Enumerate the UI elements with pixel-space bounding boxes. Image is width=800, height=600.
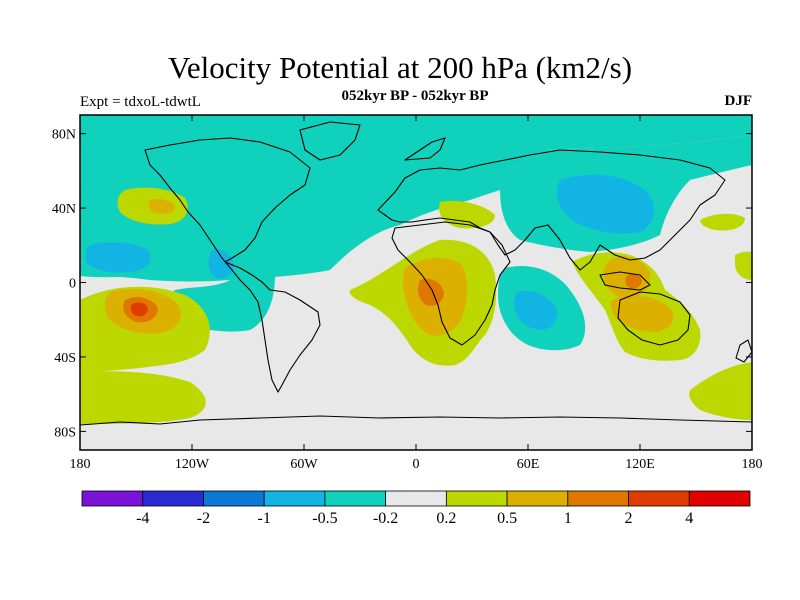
colorbar-level-label: 2 (625, 510, 633, 527)
lon-tick-label: 60E (517, 457, 540, 472)
colorbar-box (81, 490, 144, 507)
colorbar-box (324, 490, 387, 507)
lon-tick-label: 120E (625, 457, 655, 472)
experiment-label: Expt = tdxoL-tdwtL (80, 94, 201, 110)
contour-positive-moderate (104, 199, 674, 336)
lon-tick-label: 180 (70, 457, 91, 472)
chart-subtitle: 052kyr BP - 052kyr BP (341, 88, 489, 104)
colorbar-level-label: 0.2 (436, 510, 456, 527)
colorbar-level-label: 4 (685, 510, 693, 527)
colorbar-box (567, 490, 629, 507)
lat-tick-label: 40N (52, 202, 76, 217)
colorbar-box (628, 490, 690, 507)
contour-negative-moderate (85, 174, 655, 330)
colorbar-box (385, 490, 447, 507)
lat-tick-label: 0 (69, 277, 76, 292)
colorbar-level-label: -0.5 (312, 510, 337, 527)
axis-ticks: 80N 40N 0 40S 80S 180 120W 60W 0 60E 120E 180 (52, 115, 763, 472)
colorbar-box (506, 490, 569, 507)
colorbar: -4 -2 -1 -0.5 -0.2 0.2 0.5 1 2 4 (81, 490, 751, 527)
colorbar-level-label: 0.5 (497, 510, 517, 527)
colorbar-box (263, 490, 326, 507)
contour-positive-peak (130, 302, 148, 317)
colorbar-box (445, 490, 508, 507)
lon-tick-label: 120W (175, 457, 210, 472)
colorbar-box (142, 490, 204, 507)
coastlines (80, 121, 752, 426)
lat-tick-label: 40S (54, 351, 76, 366)
chart-title: Velocity Potential at 200 hPa (km2/s) (167, 50, 633, 85)
lon-tick-label: 180 (742, 457, 763, 472)
colorbar-level-label: -4 (136, 510, 149, 527)
season-label: DJF (724, 93, 753, 109)
lon-tick-label: 60W (290, 457, 318, 472)
colorbar-level-label: -1 (258, 510, 271, 527)
lat-tick-label: 80S (54, 425, 76, 440)
lon-tick-label: 0 (413, 457, 420, 472)
colorbar-box (688, 490, 751, 507)
colorbar-box (203, 490, 265, 507)
colorbar-level-label: -0.2 (373, 510, 398, 527)
lat-tick-label: 80N (52, 128, 76, 143)
colorbar-level-label: -2 (197, 510, 210, 527)
colorbar-level-label: 1 (564, 510, 572, 527)
